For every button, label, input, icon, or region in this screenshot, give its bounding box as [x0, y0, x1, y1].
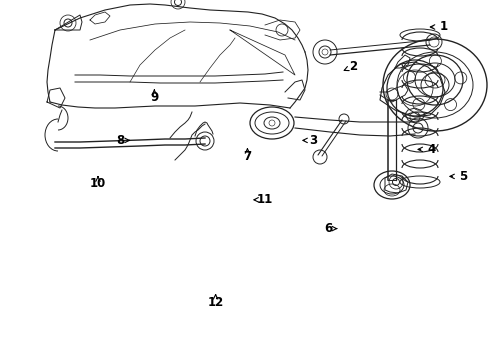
Text: 2: 2 — [349, 60, 357, 73]
Text: 1: 1 — [440, 21, 447, 33]
Text: 11: 11 — [256, 193, 273, 206]
Text: 12: 12 — [207, 296, 224, 309]
Text: 3: 3 — [310, 134, 318, 147]
Text: 9: 9 — [150, 91, 158, 104]
Text: 10: 10 — [90, 177, 106, 190]
Text: 6: 6 — [324, 222, 332, 235]
Text: 8: 8 — [116, 134, 124, 147]
Text: 4: 4 — [427, 143, 435, 156]
Text: 7: 7 — [244, 150, 251, 163]
Text: 5: 5 — [459, 170, 467, 183]
